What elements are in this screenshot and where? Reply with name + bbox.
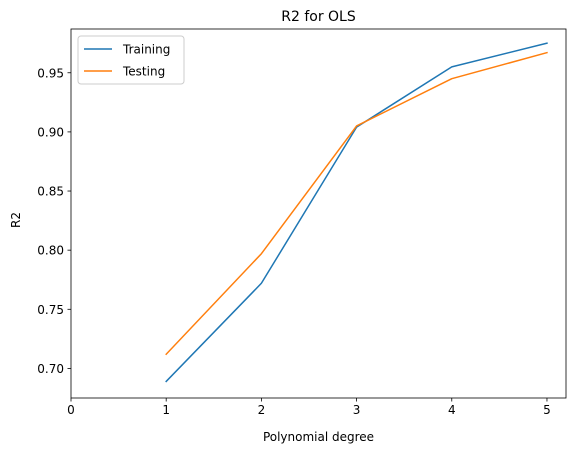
y-tick-label: 0.90 xyxy=(37,125,64,139)
legend: Training Testing xyxy=(77,35,185,85)
y-axis: 0.70 0.75 0.80 0.85 0.90 0.95 xyxy=(37,66,71,376)
x-tick-label: 1 xyxy=(162,403,170,417)
chart-title: R2 for OLS xyxy=(281,9,356,25)
legend-label-testing: Testing xyxy=(122,65,165,79)
x-tick-label: 5 xyxy=(543,403,551,417)
y-tick-label: 0.75 xyxy=(37,303,64,317)
x-tick-label: 3 xyxy=(353,403,361,417)
x-axis: 0 1 2 3 4 5 xyxy=(67,398,551,417)
y-tick-label: 0.80 xyxy=(37,244,64,258)
series-layer xyxy=(165,42,548,383)
y-axis-label: R2 xyxy=(9,212,23,228)
x-tick-label: 0 xyxy=(67,403,75,417)
legend-box xyxy=(77,35,185,85)
x-tick-label: 2 xyxy=(258,403,266,417)
x-tick-label: 4 xyxy=(448,403,456,417)
legend-label-training: Training xyxy=(122,43,170,57)
x-axis-label: Polynomial degree xyxy=(263,430,374,444)
y-tick-label: 0.85 xyxy=(37,185,64,199)
y-tick-label: 0.95 xyxy=(37,66,64,80)
plot-frame xyxy=(70,28,567,399)
plot-area xyxy=(70,28,567,399)
y-tick-label: 0.70 xyxy=(37,362,64,376)
